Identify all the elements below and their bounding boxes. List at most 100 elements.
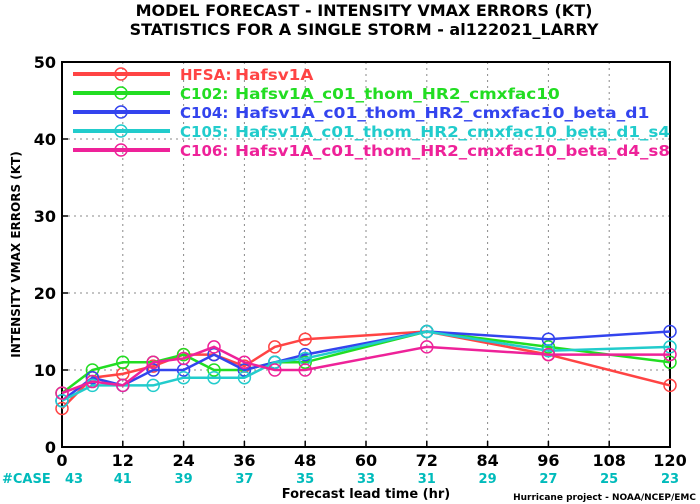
data-point: [207, 363, 221, 377]
data-point: [663, 378, 677, 393]
data-point: [420, 324, 434, 339]
legend-swatch-marker: [114, 67, 128, 81]
x-tick-label: 96: [537, 451, 559, 470]
data-point: [420, 340, 434, 354]
x-tick-label: 120: [653, 451, 686, 470]
legend-swatch-marker: [114, 124, 128, 138]
data-point: [176, 370, 191, 385]
case-count: 37: [235, 472, 253, 487]
case-label: #CASE: [2, 472, 51, 487]
case-count: 43: [65, 472, 83, 487]
y-tick-label: 40: [34, 130, 56, 149]
case-counts: 43 41 39 37 35 33 31 29 27 25 23: [65, 472, 679, 487]
data-point: [146, 378, 160, 393]
x-tick-label: 72: [416, 451, 438, 470]
data-point: [541, 340, 556, 354]
legend-label: C104:: [180, 104, 228, 122]
data-point: [541, 344, 556, 358]
legend-description: Hafsv1A_c01_thom_HR2_cmxfac10: [235, 85, 560, 103]
legend-entry: C104: Hafsv1A_c01_thom_HR2_cmxfac10_beta_…: [73, 104, 649, 122]
legend-entry: C106: Hafsv1A_c01_thom_HR2_cmxfac10_beta_…: [73, 142, 670, 160]
data-point: [663, 324, 677, 339]
data-point: [663, 347, 677, 362]
x-tick-label: 0: [56, 451, 67, 470]
data-point: [146, 355, 160, 370]
data-point: [268, 340, 282, 354]
data-point: [85, 370, 100, 385]
data-point: [207, 347, 221, 362]
legend-entry: C102: Hafsv1A_c01_thom_HR2_cmxfac10: [73, 85, 560, 103]
data-point: [268, 355, 282, 370]
legend-swatch-marker: [114, 143, 128, 157]
data-point: [207, 340, 221, 354]
x-tick-label: 60: [355, 451, 377, 470]
legend-label: HFSA:: [180, 66, 232, 84]
data-point: [146, 363, 160, 377]
y-axis-label: INTENSITY VMAX ERRORS (KT): [9, 151, 23, 357]
legend-label: C105:: [180, 123, 228, 141]
data-point: [298, 347, 312, 362]
chart-subtitle: STATISTICS FOR A SINGLE STORM - al122021…: [130, 20, 599, 39]
y-tick-label: 10: [34, 361, 56, 380]
y-tick-label: 20: [34, 284, 56, 303]
legend-label: C102:: [180, 85, 228, 103]
y-tick-label: 50: [34, 53, 56, 72]
data-point: [85, 378, 100, 393]
legend-description: Hafsv1A_c01_thom_HR2_cmxfac10_beta_d4_s8: [235, 142, 670, 160]
legend-description: Hafsv1A_c01_thom_HR2_cmxfac10_beta_d1_s4: [235, 123, 670, 141]
legend-entry: HFSA: Hafsv1A: [73, 66, 314, 84]
case-count: 41: [114, 472, 132, 487]
y-tick-label: 30: [34, 207, 56, 226]
data-point: [298, 363, 312, 377]
legend-label: C106:: [180, 142, 228, 160]
case-count: 31: [418, 472, 436, 487]
data-point: [55, 386, 69, 400]
chart-title: MODEL FORECAST - INTENSITY VMAX ERRORS (…: [136, 1, 593, 20]
x-tick-label: 108: [592, 451, 625, 470]
series-c106: [55, 340, 677, 400]
data-point: [116, 378, 130, 393]
data-point: [55, 394, 69, 408]
legend-swatch-marker: [114, 105, 128, 119]
data-point: [176, 351, 191, 366]
data-point: [237, 363, 252, 377]
data-point: [85, 374, 100, 389]
data-point: [298, 355, 312, 370]
case-count: 39: [175, 472, 193, 487]
x-tick-label: 24: [172, 451, 194, 470]
legend-swatch-marker: [114, 86, 128, 100]
data-point: [116, 355, 130, 370]
x-tick-label: 48: [294, 451, 316, 470]
legend-description: Hafsv1A: [235, 66, 314, 84]
case-count: 23: [661, 472, 679, 487]
x-tick-label: 84: [476, 451, 498, 470]
data-point: [237, 355, 252, 370]
data-point: [268, 363, 282, 377]
data-point: [663, 340, 677, 354]
x-axis-label: Forecast lead time (hr): [282, 487, 450, 502]
series-layer: [55, 324, 677, 416]
case-count: 25: [600, 472, 618, 487]
legend-description: Hafsv1A_c01_thom_HR2_cmxfac10_beta_d1: [235, 104, 649, 122]
case-count: 29: [479, 472, 497, 487]
data-point: [176, 347, 191, 362]
x-tick-label: 12: [112, 451, 134, 470]
axis-ticks: 0 12 24 36 48 60 72 84 96 108 120 0 10 20 30 40 50: [34, 53, 687, 470]
series-line: [61, 345, 670, 395]
grid: [62, 62, 670, 447]
case-count: 27: [539, 472, 557, 487]
data-point: [663, 355, 677, 370]
data-point: [55, 401, 69, 416]
data-point: [237, 370, 252, 385]
y-tick-label: 0: [45, 438, 56, 457]
x-tick-label: 36: [233, 451, 255, 470]
data-point: [298, 332, 312, 346]
case-count: 33: [357, 472, 375, 487]
data-point: [541, 347, 556, 362]
data-point: [207, 370, 221, 385]
credit-text: Hurricane project - NOAA/NCEP/EMC: [513, 493, 696, 503]
case-count: 35: [296, 472, 314, 487]
legend-entry: C105: Hafsv1A_c01_thom_HR2_cmxfac10_beta_…: [73, 123, 670, 141]
